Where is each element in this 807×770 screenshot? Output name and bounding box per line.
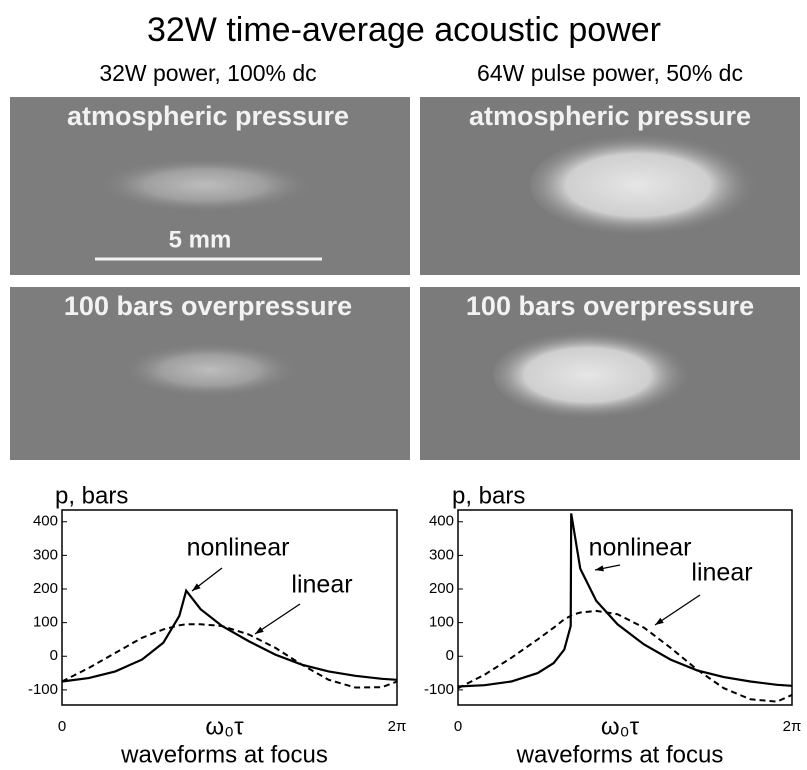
y-tick-label: 100 bbox=[429, 614, 454, 631]
x-tick-label: 2π bbox=[388, 718, 407, 735]
series-annotation: linear bbox=[291, 571, 352, 599]
y-axis-label: p, bars bbox=[452, 482, 525, 509]
x-tick-label: 0 bbox=[58, 718, 66, 735]
series-annotation: linear bbox=[691, 559, 752, 587]
y-tick-label: -100 bbox=[28, 681, 58, 698]
panel-label: 100 bars overpressure bbox=[64, 291, 352, 321]
x-tick-label: 2π bbox=[783, 718, 802, 735]
annotation-arrowhead bbox=[655, 617, 664, 625]
y-tick-label: 200 bbox=[33, 580, 58, 597]
scale-label: 5 mm bbox=[169, 226, 232, 253]
y-tick-label: 300 bbox=[429, 546, 454, 563]
y-tick-label: 0 bbox=[446, 647, 454, 664]
photo-panel: atmospheric pressure 5 mm bbox=[10, 97, 410, 275]
photo-panel: 100 bars overpressure bbox=[420, 287, 800, 460]
photo-panel: 100 bars overpressure bbox=[10, 287, 410, 460]
column-title: 64W pulse power, 50% dc bbox=[477, 60, 743, 86]
y-axis-label: p, bars bbox=[55, 482, 128, 509]
series-line bbox=[457, 609, 793, 703]
annotation-arrow bbox=[654, 594, 701, 626]
series-line bbox=[61, 623, 398, 689]
annotation-arrowhead bbox=[255, 626, 264, 634]
x-axis-label: ω₀τ bbox=[205, 713, 244, 740]
y-tick-label: 400 bbox=[429, 513, 454, 530]
photo-panel: atmospheric pressure bbox=[420, 97, 800, 275]
y-tick-label: 0 bbox=[50, 647, 58, 664]
annotation-arrowhead bbox=[595, 565, 604, 572]
annotation-arrow bbox=[254, 603, 301, 635]
y-tick-label: 200 bbox=[429, 580, 454, 597]
series-line bbox=[457, 513, 793, 688]
chart: -100 0 100 200 300 400 0 2π p, bars ω₀τwaveforms … bbox=[424, 482, 801, 768]
chart: -100 0 100 200 300 400 0 2π p, bars ω₀τwaveforms … bbox=[28, 482, 406, 768]
y-tick-label: 400 bbox=[33, 513, 58, 530]
series-line bbox=[61, 588, 398, 683]
panel-label: atmospheric pressure bbox=[67, 101, 349, 131]
panel-label: atmospheric pressure bbox=[469, 101, 751, 131]
panel-label: 100 bars overpressure bbox=[466, 291, 754, 321]
plot-frame bbox=[61, 509, 398, 706]
x-axis-label: ω₀τ bbox=[601, 713, 640, 740]
annotation-arrowhead bbox=[192, 583, 201, 591]
y-tick-label: 100 bbox=[33, 614, 58, 631]
series-annotation: nonlinear bbox=[589, 534, 692, 562]
column-title: 32W power, 100% dc bbox=[99, 60, 316, 86]
figure-title: 32W time-average acoustic power bbox=[147, 11, 661, 49]
caption: waveforms at focus bbox=[120, 741, 328, 768]
y-tick-label: -100 bbox=[424, 681, 454, 698]
y-tick-label: 300 bbox=[33, 546, 58, 563]
series-annotation: nonlinear bbox=[187, 534, 290, 562]
plot-frame bbox=[457, 509, 793, 706]
x-tick-label: 0 bbox=[454, 718, 462, 735]
caption: waveforms at focus bbox=[516, 741, 724, 768]
